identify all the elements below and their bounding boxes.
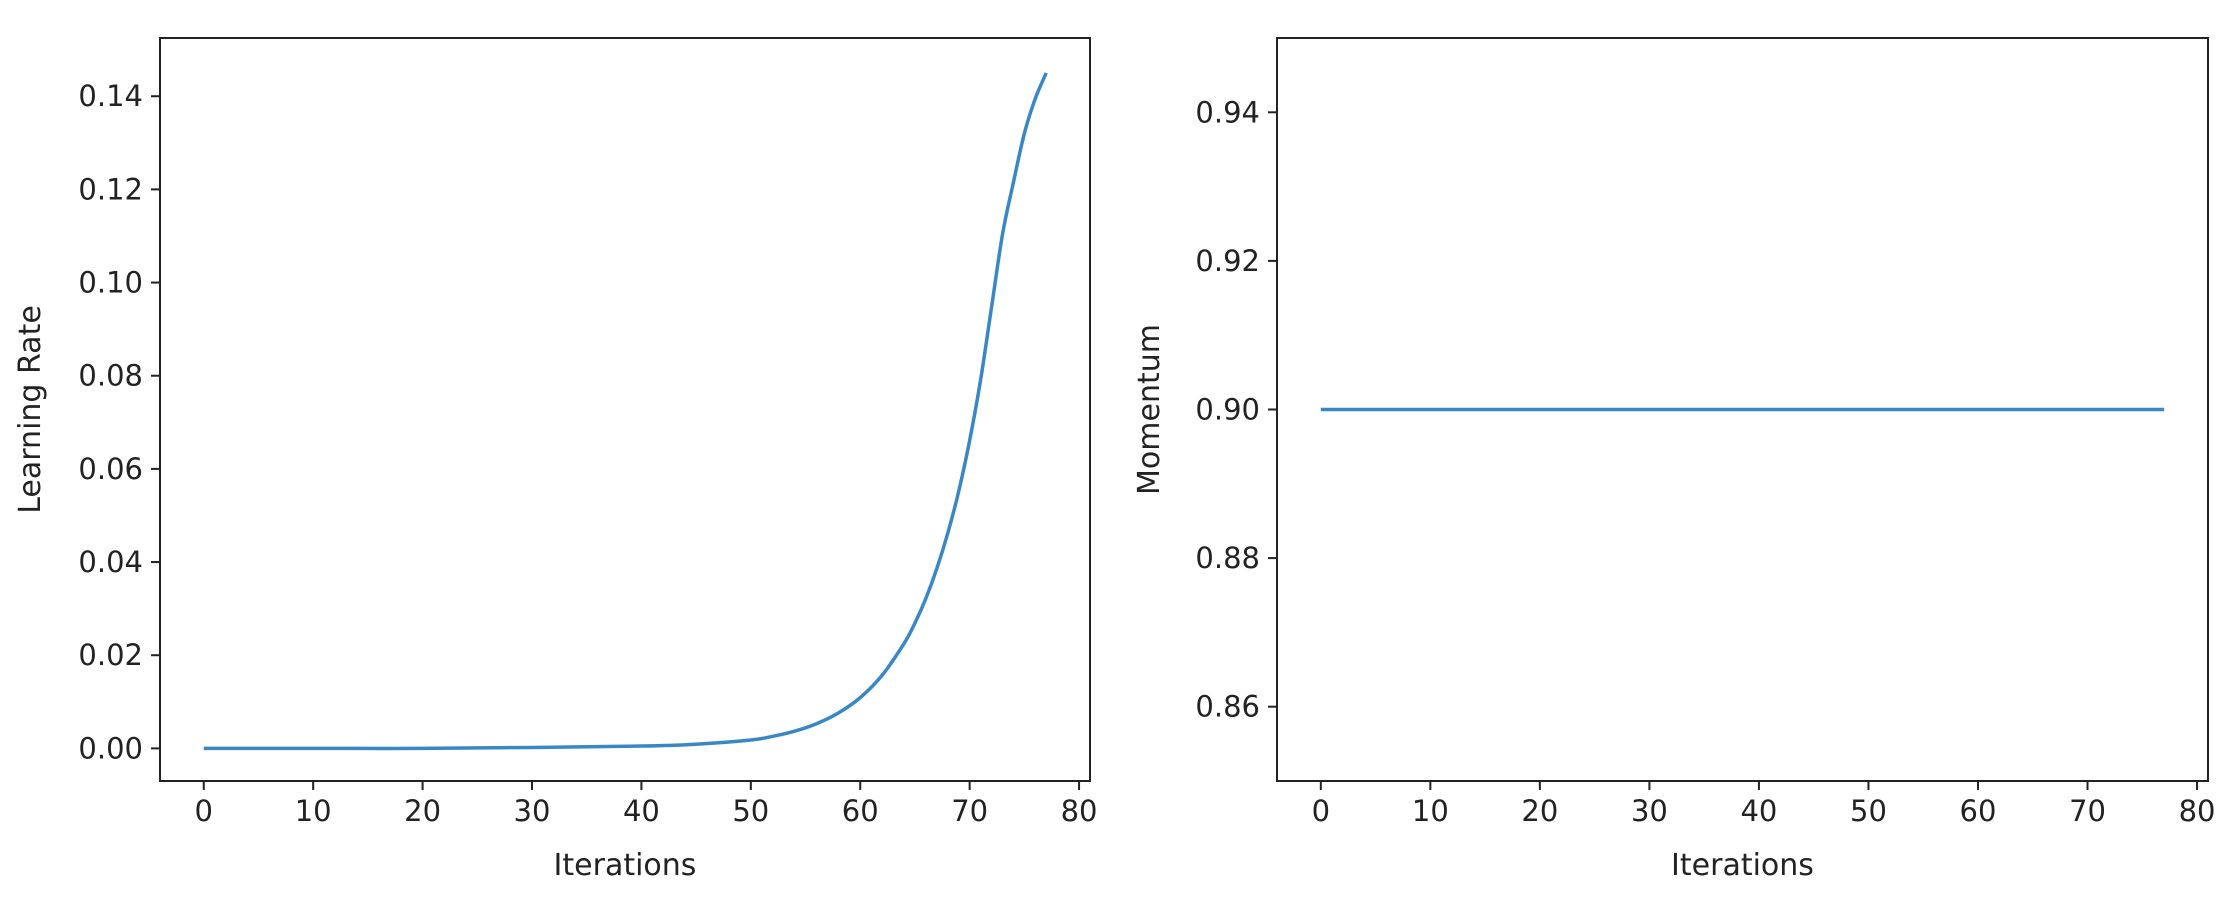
y-tick-label: 0.00	[78, 731, 143, 765]
x-tick-label: 0	[1312, 794, 1330, 828]
plot-frame	[1276, 37, 2209, 782]
x-tick-label: 10	[1412, 794, 1449, 828]
y-tick-label: 0.02	[78, 638, 143, 672]
x-tick-label: 50	[732, 794, 769, 828]
x-axis-label: Iterations	[554, 848, 697, 883]
y-tick-label: 0.10	[78, 266, 143, 300]
y-ticks: 0.00 0.02 0.04 0.06 0.08 0.10 0.12 0.14	[78, 79, 160, 765]
y-tick-label: 0.86	[1195, 690, 1260, 724]
y-tick-label: 0.12	[78, 172, 143, 206]
x-tick-label: 10	[295, 794, 332, 828]
x-tick-label: 80	[1061, 794, 1098, 828]
momentum-chart: 0 10 20 30 40 50 60 70 80 0.86 0.88 0.90 0.92 0.94 I…	[1132, 37, 2216, 883]
x-tick-label: 60	[842, 794, 879, 828]
y-tick-label: 0.14	[78, 79, 143, 113]
y-tick-label: 0.94	[1195, 95, 1260, 129]
x-ticks: 0 10 20 30 40 50 60 70 80	[1312, 781, 2216, 828]
x-tick-label: 50	[1850, 794, 1887, 828]
y-tick-label: 0.06	[78, 452, 143, 486]
y-tick-label: 0.88	[1195, 541, 1260, 575]
y-axis-label: Learning Rate	[13, 305, 48, 514]
x-tick-label: 40	[1740, 794, 1777, 828]
y-tick-label: 0.08	[78, 359, 143, 393]
plot-frame	[159, 37, 1091, 782]
x-tick-label: 30	[1631, 794, 1668, 828]
y-ticks: 0.86 0.88 0.90 0.92 0.94	[1195, 95, 1277, 724]
series-line	[203, 72, 1048, 751]
learning-rate-chart: 0 10 20 30 40 50 60 70 80 0.000.020.040.060.080.…	[13, 37, 1098, 883]
x-tick-label: 20	[1521, 794, 1558, 828]
x-tick-label: 40	[623, 794, 660, 828]
x-tick-label: 0	[195, 794, 213, 828]
x-tick-label: 70	[2069, 794, 2106, 828]
y-tick-label: 0.90	[1195, 393, 1260, 427]
y-tick-label: 0.92	[1195, 244, 1260, 278]
x-tick-label: 70	[951, 794, 988, 828]
x-tick-label: 80	[2179, 794, 2216, 828]
y-tick-label: 0.04	[78, 545, 143, 579]
x-ticks: 0 10 20 30 40 50 60 70 80	[195, 781, 1098, 828]
x-tick-label: 20	[404, 794, 441, 828]
series-lines	[203, 72, 1048, 751]
y-axis-label: Momentum	[1132, 324, 1167, 495]
x-tick-label: 30	[514, 794, 551, 828]
x-tick-label: 60	[1960, 794, 1997, 828]
x-axis-label: Iterations	[1671, 848, 1814, 883]
